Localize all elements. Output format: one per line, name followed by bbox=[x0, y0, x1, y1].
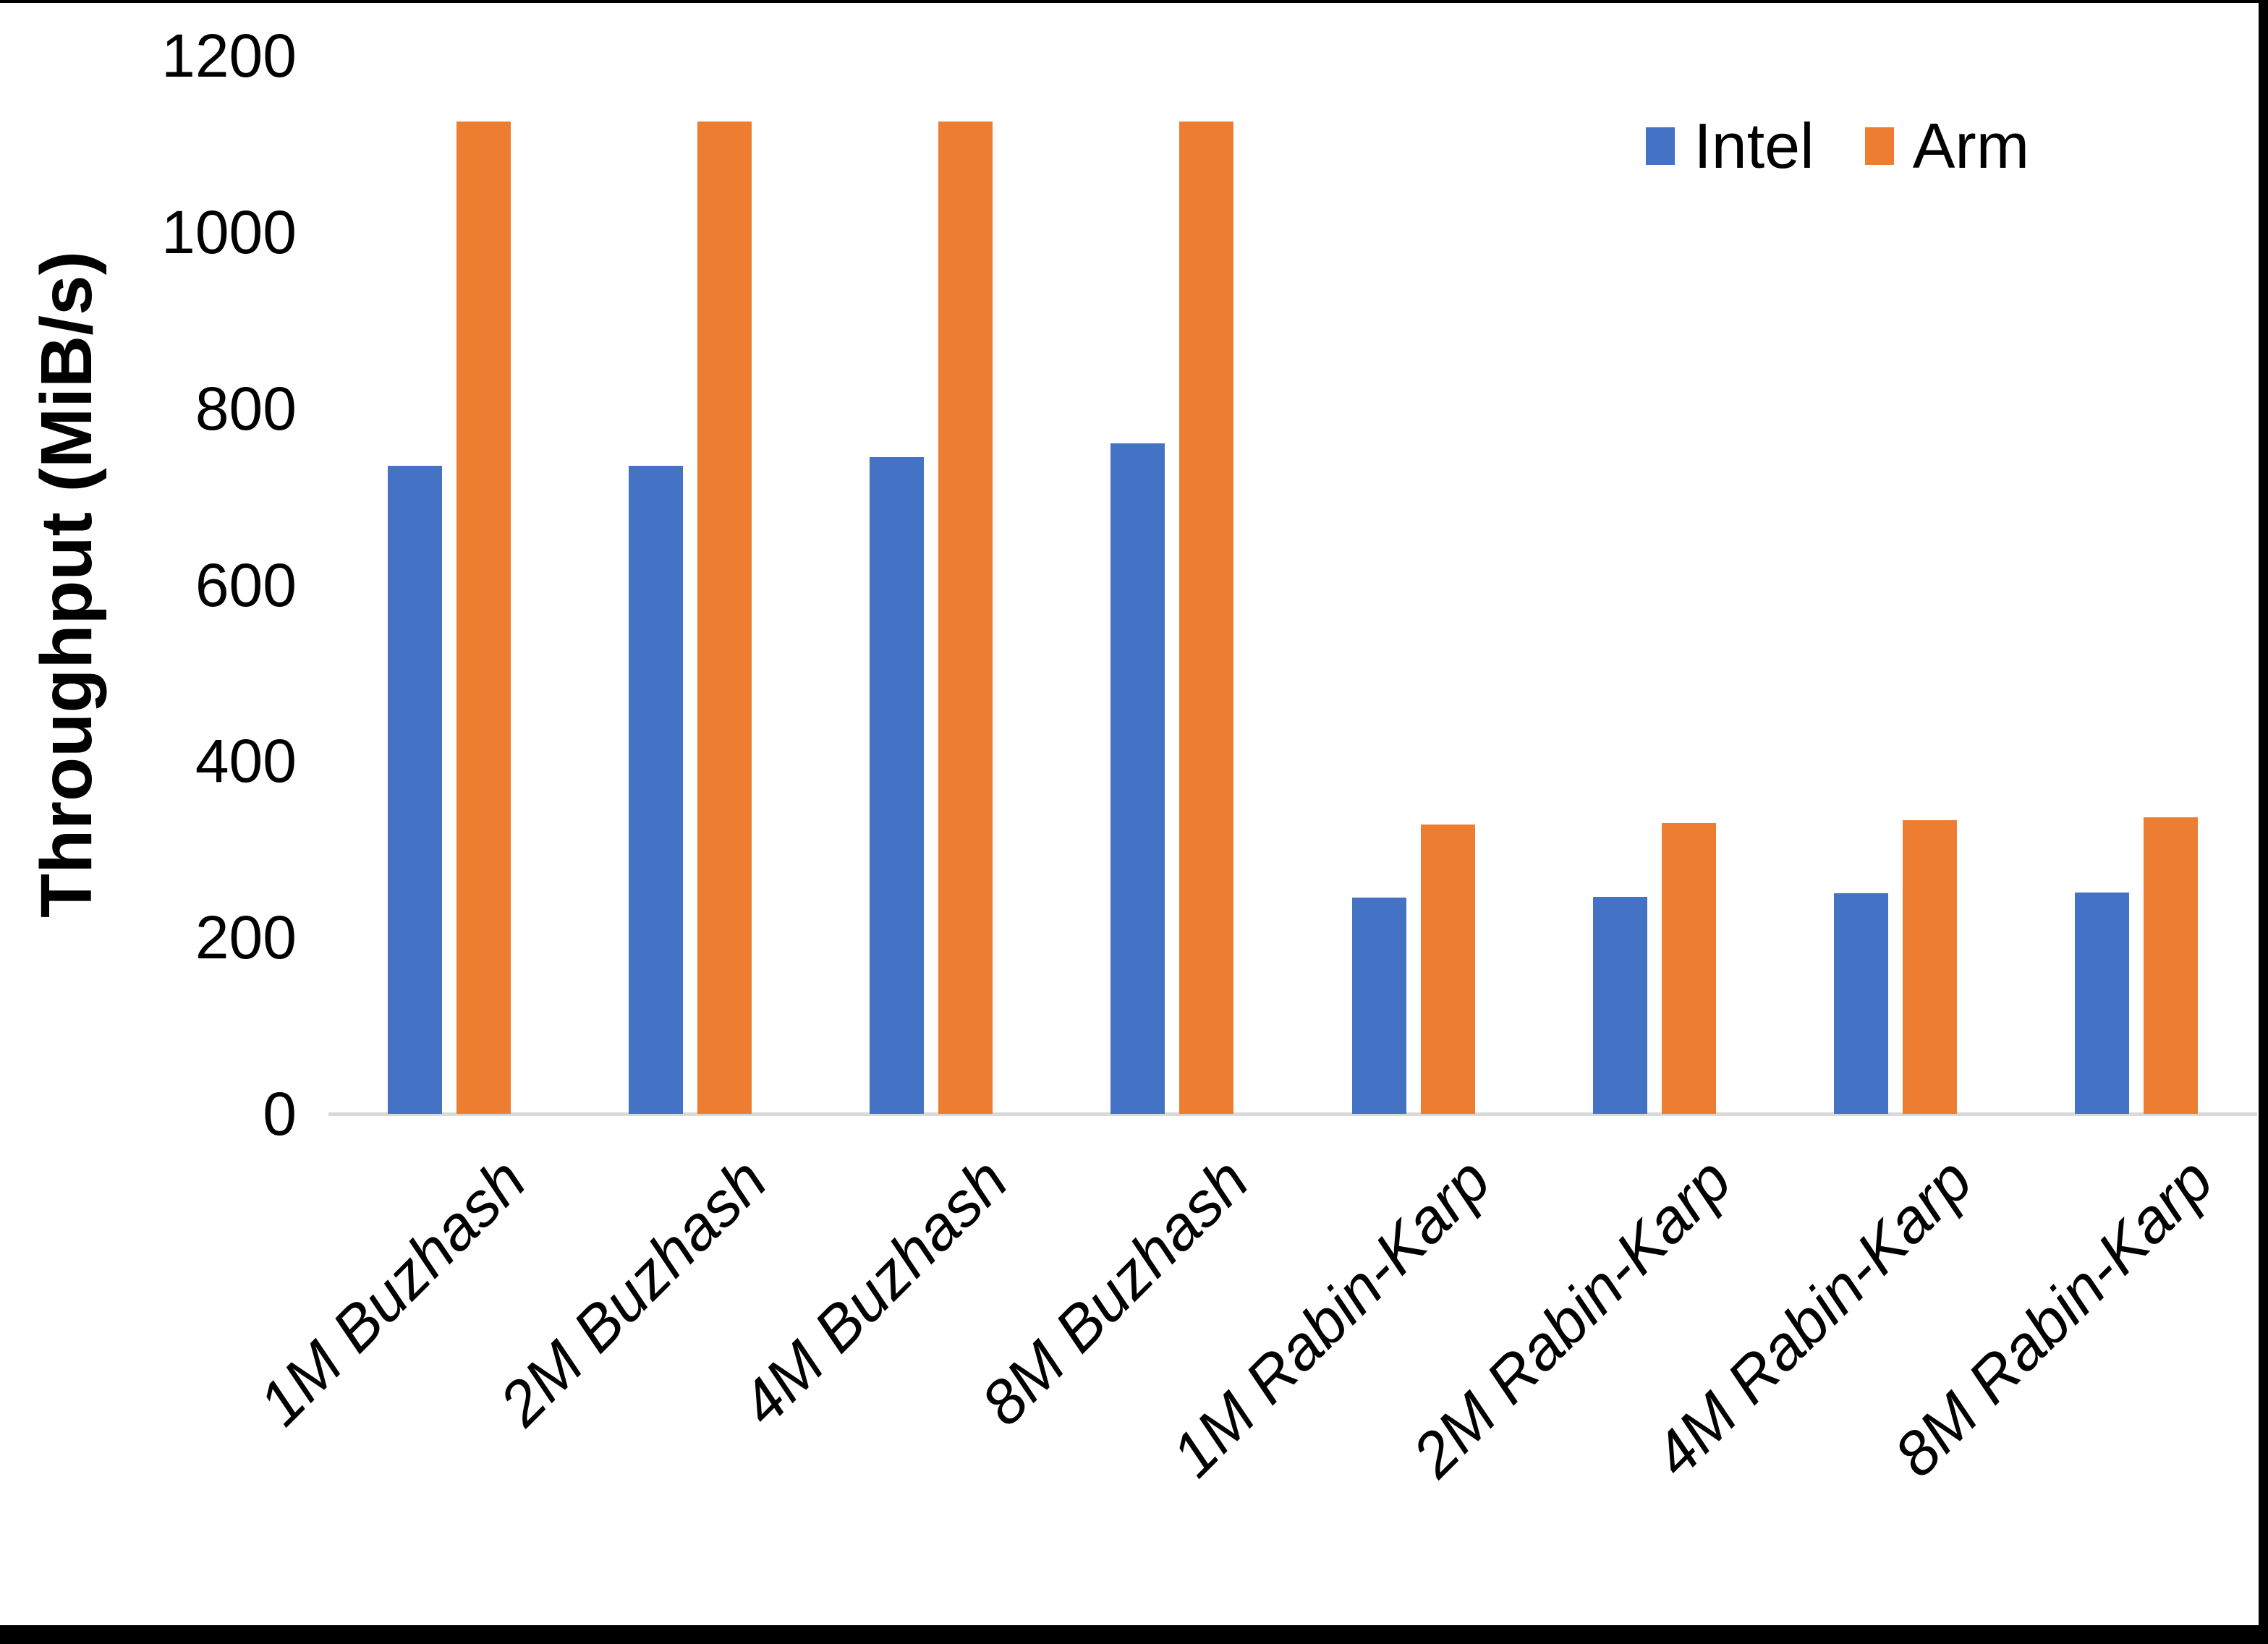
x-axis-label-2m-buzhash: 2M Buzhash bbox=[486, 1145, 781, 1439]
bar-intel-2m-buzhash bbox=[628, 465, 683, 1114]
x-axis-label-4m-rabin-karp: 4M Rabin-Karp bbox=[1640, 1145, 1986, 1491]
x-axis-label-1m-buzhash: 1M Buzhash bbox=[245, 1145, 539, 1439]
bar-arm-8m-rabin-karp bbox=[2144, 817, 2199, 1114]
bar-arm-8m-buzhash bbox=[1179, 122, 1234, 1114]
bar-arm-1m-buzhash bbox=[456, 122, 511, 1114]
intel-legend-swatch bbox=[1646, 127, 1675, 165]
y-tick-label-600: 600 bbox=[195, 550, 297, 619]
frame-border-right bbox=[2259, 0, 2268, 1644]
legend-item-intel: Intel bbox=[1646, 114, 1814, 178]
legend: Intel Arm bbox=[1646, 114, 2029, 178]
bar-arm-2m-rabin-karp bbox=[1661, 822, 1716, 1114]
y-tick-label-200: 200 bbox=[195, 903, 297, 972]
legend-item-arm: Arm bbox=[1864, 110, 2029, 182]
bar-intel-4m-buzhash bbox=[870, 456, 925, 1114]
x-axis-label-8m-rabin-karp: 8M Rabin-Karp bbox=[1881, 1145, 2227, 1491]
y-tick-label-400: 400 bbox=[195, 727, 297, 796]
x-axis-label-8m-buzhash: 8M Buzhash bbox=[968, 1145, 1262, 1439]
y-tick-label-0: 0 bbox=[263, 1080, 297, 1148]
arm-legend-swatch bbox=[1864, 127, 1894, 165]
bar-intel-1m-buzhash bbox=[387, 465, 442, 1114]
bar-intel-2m-rabin-karp bbox=[1592, 897, 1647, 1114]
bar-arm-1m-rabin-karp bbox=[1420, 825, 1475, 1114]
bar-arm-4m-buzhash bbox=[938, 122, 993, 1114]
x-axis-label-4m-buzhash: 4M Buzhash bbox=[727, 1145, 1022, 1439]
y-tick-label-1000: 1000 bbox=[161, 197, 297, 266]
arm-legend-label: Arm bbox=[1912, 110, 2029, 182]
x-axis-label-1m-rabin-karp: 1M Rabin-Karp bbox=[1158, 1145, 1503, 1491]
y-tick-label-1200: 1200 bbox=[161, 22, 297, 90]
x-axis-label-2m-rabin-karp: 2M Rabin-Karp bbox=[1399, 1145, 1745, 1491]
frame-border-top bbox=[0, 0, 2268, 3]
bar-arm-4m-rabin-karp bbox=[1903, 820, 1958, 1114]
bar-arm-2m-buzhash bbox=[697, 122, 752, 1114]
bar-intel-8m-rabin-karp bbox=[2075, 892, 2130, 1114]
bar-intel-1m-rabin-karp bbox=[1351, 898, 1406, 1114]
frame-border-bottom bbox=[0, 1625, 2268, 1644]
intel-legend-label: Intel bbox=[1694, 110, 1814, 182]
bar-intel-8m-buzhash bbox=[1110, 443, 1165, 1114]
x-axis-line bbox=[328, 1112, 2257, 1116]
y-tick-label-800: 800 bbox=[195, 374, 297, 443]
bar-intel-4m-rabin-karp bbox=[1834, 893, 1889, 1114]
